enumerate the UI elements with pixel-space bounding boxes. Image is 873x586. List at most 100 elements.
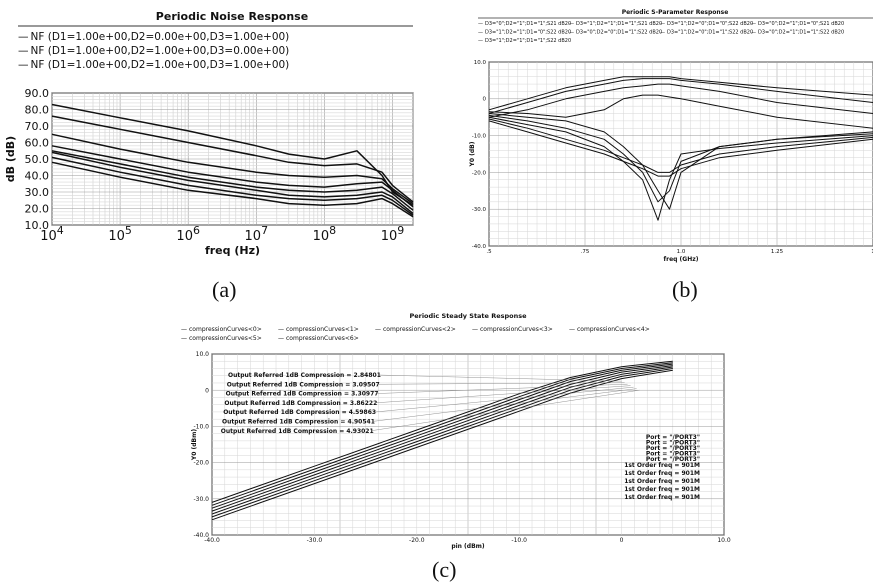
grid	[51, 92, 414, 226]
compression-annotation: Output Referred 1dB Compression = 4.9054…	[222, 419, 375, 426]
series-line-7	[488, 118, 873, 173]
legend-dash: —	[478, 21, 483, 27]
legend-dash: —	[751, 21, 756, 27]
marker-label: Port = "/PORT3"	[646, 451, 700, 458]
marker-label: 1st Order freq = 901M	[624, 486, 700, 493]
x-tick-label: -10.0	[511, 537, 527, 544]
series-line-0	[488, 76, 873, 111]
legend-label: NF (D1=1.00e+00,D2=0.00e+00,D3=1.00e+00)	[31, 31, 290, 43]
legend-label: D3="1";D2="1";D1="1";S21 dB20	[576, 21, 662, 27]
legend-entry: — D3="1";D2="1";D1="1";S21 dB20	[569, 21, 662, 27]
legend-label: D3="0";D2="1";D1="0";S21 dB20	[758, 21, 844, 27]
compression-annotation: Output Referred 1dB Compression = 3.0950…	[227, 381, 380, 388]
legend-label: D3="1";D2="0";D1="0";S22 dB20	[667, 21, 753, 27]
x-tick-label: 107	[245, 224, 269, 244]
series-line-3	[51, 145, 414, 208]
annotation-leader	[376, 382, 625, 385]
legend-label: D3="0";D2="0";D1="1";S22 dB20	[576, 30, 662, 36]
series-line-1	[211, 362, 673, 506]
x-tick-label: -20.0	[409, 537, 425, 544]
series-line-3	[488, 94, 873, 129]
legend-label: compressionCurves<1>	[286, 326, 359, 333]
legend-label: D3="1";D2="1";D1="1";S22 dB20	[485, 38, 571, 44]
legend-label: compressionCurves<0>	[189, 326, 262, 333]
x-tick-base: 10	[176, 229, 193, 244]
series-line-4	[211, 366, 673, 515]
x-tick-base: 10	[313, 229, 330, 244]
legend-entry: — NF (D1=1.00e+00,D2=1.00e+00,D3=0.00e+00…	[18, 45, 289, 57]
y-axis-label: dB (dB)	[4, 136, 17, 182]
x-tick-label: -30.0	[307, 537, 323, 544]
figure-caption: (c)	[432, 557, 456, 582]
series-line-2	[488, 83, 873, 118]
legend-dash: —	[278, 335, 284, 342]
legend-label: NF (D1=1.00e+00,D2=1.00e+00,D3=1.00e+00)	[31, 59, 290, 71]
series-line-5	[488, 114, 873, 203]
x-tick-label: 109	[381, 224, 405, 244]
legend-entry: — D3="1";D2="0";D1="1";S22 dB20	[660, 30, 753, 36]
series-line-1	[488, 78, 873, 114]
x-axis-label: pin (dBm)	[451, 543, 485, 550]
legend-entry: — D3="1";D2="0";D1="0";S22 dB20	[660, 21, 753, 27]
x-tick-label: .5	[486, 249, 492, 255]
y-tick-label: 70.0	[25, 120, 50, 133]
x-tick-label: 104	[40, 224, 64, 244]
legend-dash: —	[660, 30, 665, 36]
legend-entry: — compressionCurves<4>	[569, 326, 650, 333]
legend-dash: —	[478, 30, 483, 36]
y-tick-label: 10.0	[196, 351, 210, 358]
legend-label: NF (D1=1.00e+00,D2=1.00e+00,D3=0.00e+00)	[31, 45, 290, 57]
compression-annotation: Output Referred 1dB Compression = 2.8480…	[228, 372, 381, 379]
y-tick-label: -10.0	[193, 424, 209, 431]
y-tick-label: 10.0	[474, 60, 487, 66]
y-tick-label: 90.0	[25, 87, 50, 100]
annotation-leader	[370, 389, 640, 431]
legend-label: D3="1";D2="0";D1="1";S22 dB20	[667, 30, 753, 36]
x-axis-label: freq (Hz)	[205, 244, 260, 257]
x-tick-exp: 5	[125, 224, 132, 237]
y-tick-label: 80.0	[25, 103, 50, 116]
x-tick-base: 10	[40, 229, 57, 244]
x-tick-exp: 4	[57, 224, 64, 237]
legend-entry: — D3="0";D2="1";D1="1";S21 dB20	[478, 21, 571, 27]
legend-dash: —	[181, 335, 187, 342]
x-tick-exp: 6	[193, 224, 200, 237]
x-tick-base: 10	[245, 229, 262, 244]
x-tick-label: 0	[620, 537, 624, 544]
legend-label: compressionCurves<2>	[383, 326, 456, 333]
x-tick-label: 10.0	[717, 537, 731, 544]
annotation-leader	[373, 386, 634, 413]
y-tick-label: 60.0	[25, 136, 50, 149]
marker-label: 1st Order freq = 901M	[624, 470, 700, 477]
series-line-5	[51, 151, 414, 214]
legend-entry: — NF (D1=1.00e+00,D2=1.00e+00,D3=1.00e+00…	[18, 59, 289, 71]
series-line-0	[211, 360, 673, 503]
y-tick-label: -30.0	[472, 207, 487, 213]
legend-label: compressionCurves<3>	[480, 326, 553, 333]
legend-label: compressionCurves<4>	[577, 326, 650, 333]
legend-dash: —	[569, 326, 575, 333]
marker-label: Port = "/PORT3"	[646, 434, 700, 441]
marker-label: 1st Order freq = 901M	[624, 462, 700, 469]
series-line-6	[488, 116, 873, 221]
y-tick-label: 30.0	[25, 186, 50, 199]
legend-dash: —	[18, 59, 29, 71]
y-tick-label: -30.0	[193, 496, 209, 503]
series-line-1	[51, 115, 414, 203]
x-tick-label: 1	[871, 249, 873, 255]
series-line-2	[211, 363, 673, 509]
x-tick-label: 1.25	[771, 249, 784, 255]
legend-dash: —	[569, 21, 574, 27]
y-axis-label: Y0 (dBm)	[191, 429, 198, 461]
marker-label: Port = "/PORT3"	[646, 445, 700, 452]
x-tick-label: 106	[176, 224, 200, 244]
compression-annotation: Output Referred 1dB Compression = 3.8622…	[224, 400, 377, 407]
legend-entry: — D3="0";D2="1";D1="1";S22 dB20	[751, 30, 844, 36]
series-line-3	[211, 365, 673, 512]
series-line-7	[51, 161, 414, 218]
x-tick-base: 10	[381, 229, 398, 244]
legend-entry: — compressionCurves<6>	[278, 335, 359, 342]
legend-dash: —	[375, 326, 381, 333]
legend-entry: — D3="0";D2="0";D1="1";S22 dB20	[569, 30, 662, 36]
